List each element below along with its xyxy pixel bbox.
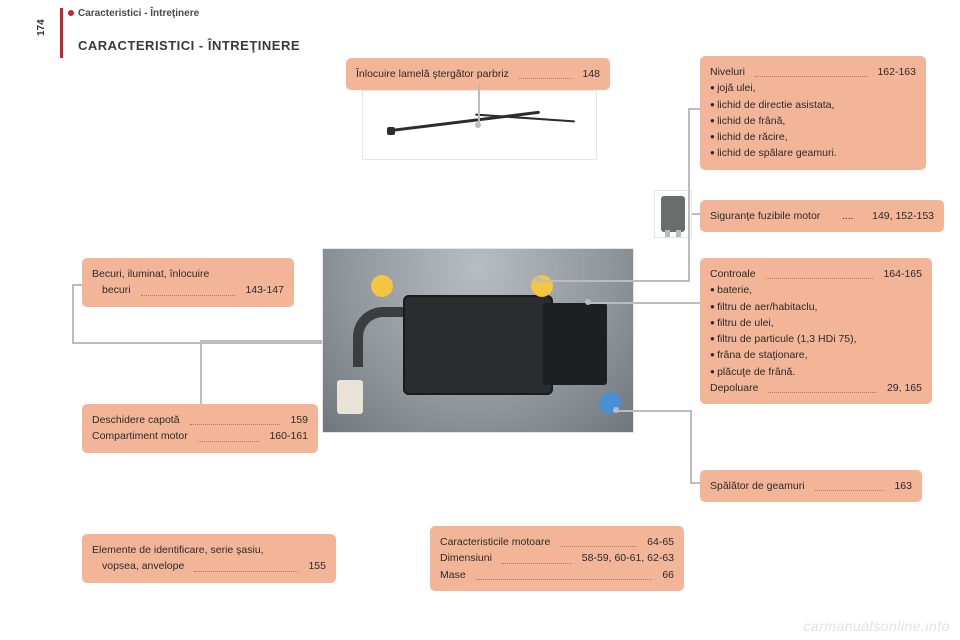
connector-line (538, 280, 690, 282)
page: Caracteristici - Întreţinere 174 CARACTE… (0, 0, 960, 640)
callout-washer: Spălător de geamuri 163 (700, 470, 922, 502)
connector-line (688, 108, 700, 110)
callout-page: 163 (894, 478, 912, 494)
connector-line (688, 108, 690, 282)
connector-line (692, 213, 700, 215)
callout-page: 143-147 (245, 282, 284, 298)
callout-bulbs: Becuri, iluminat, înlocuire becuri 143-1… (82, 258, 294, 307)
callout-levels: Niveluri 162-163 jojă ulei, lichid de di… (700, 56, 926, 170)
breadcrumb: Caracteristici - Întreţinere (78, 8, 199, 19)
callout-label: Mase (440, 567, 466, 583)
list-item: lichid de frână, (710, 113, 916, 129)
connector-line (690, 410, 692, 484)
list-item: filtru de ulei, (710, 315, 922, 331)
callout-specs: Caracteristicile motoare 64-65 Dimensiun… (430, 526, 684, 591)
callout-label: Deschidere capotă (92, 412, 180, 428)
connector-line (690, 482, 700, 484)
connector-dot-icon (585, 299, 591, 305)
callout-label: Înlocuire lamelă ştergător parbriz (356, 66, 509, 82)
fuse-image (654, 190, 692, 238)
connector-line (478, 84, 480, 124)
connector-line (72, 342, 322, 344)
callout-page: 148 (582, 66, 600, 82)
callout-page: 164-165 (883, 266, 922, 282)
callout-label: Siguranţe fuzibile motor (710, 208, 820, 224)
fuse-icon (661, 196, 685, 232)
connector-line (588, 302, 700, 304)
engine-bay-image (322, 248, 634, 433)
connector-line (200, 340, 322, 342)
callout-page: 29, 165 (887, 380, 922, 396)
callout-page: 155 (308, 558, 326, 574)
list-item: lichid de spălare geamuri. (710, 145, 916, 161)
connector-line (72, 284, 74, 344)
callout-list: baterie, filtru de aer/habitaclu, filtru… (710, 282, 922, 380)
connector-dot-icon (613, 407, 619, 413)
callout-label: becuri (102, 282, 131, 298)
list-item: baterie, (710, 282, 922, 298)
callout-page: 159 (290, 412, 308, 428)
callout-list: jojă ulei, lichid de directie asistata, … (710, 80, 916, 161)
callout-page: 162-163 (877, 64, 916, 80)
connector-dot-icon (475, 122, 481, 128)
callout-label: Depoluare (710, 380, 758, 396)
list-item: lichid de răcire, (710, 129, 916, 145)
callout-fuses: Siguranţe fuzibile motor .... 149, 152-1… (700, 200, 944, 232)
callout-identification: Elemente de identificare, serie şasiu, v… (82, 534, 336, 583)
connector-line (200, 340, 202, 404)
callout-page: 64-65 (647, 534, 674, 550)
callout-bonnet: Deschidere capotă 159 Compartiment motor… (82, 404, 318, 453)
callout-label: vopsea, anvelope (102, 558, 184, 574)
list-item: filtru de aer/habitaclu, (710, 299, 922, 315)
connector-dot-icon (535, 277, 541, 283)
accent-dot-icon (68, 10, 74, 16)
watermark: carmanualsonline.info (803, 618, 950, 634)
list-item: frâna de staţionare, (710, 347, 922, 363)
list-item: jojă ulei, (710, 80, 916, 96)
callout-label: Spălător de geamuri (710, 478, 805, 494)
callout-label: Compartiment motor (92, 428, 188, 444)
callout-page: 66 (662, 567, 674, 583)
callout-label: Controale (710, 266, 756, 282)
accent-bar (60, 8, 63, 58)
page-number: 174 (36, 19, 47, 36)
list-item: filtru de particule (1,3 HDi 75), (710, 331, 922, 347)
page-title: CARACTERISTICI - ÎNTREŢINERE (78, 38, 300, 53)
callout-checks: Controale 164-165 baterie, filtru de aer… (700, 258, 932, 404)
callout-label: Niveluri (710, 64, 745, 80)
connector-line (72, 284, 82, 286)
callout-page: 160-161 (269, 428, 308, 444)
connector-line (616, 410, 692, 412)
list-item: lichid de directie asistata, (710, 97, 916, 113)
callout-page: 149, 152-153 (872, 208, 934, 224)
